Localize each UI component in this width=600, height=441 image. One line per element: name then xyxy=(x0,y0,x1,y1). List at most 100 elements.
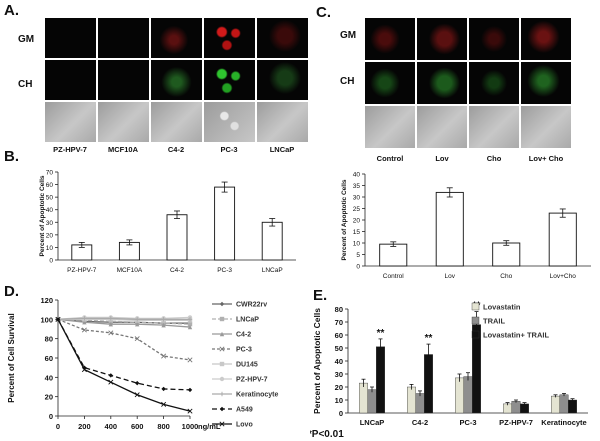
y-tick-label: 40 xyxy=(45,373,53,382)
y-axis-title: Percent of Apoptotic Cells xyxy=(39,175,46,256)
panel-a-dic-mcf10a xyxy=(97,101,150,143)
y-tick-label: 60 xyxy=(335,331,343,340)
y-tick-label: 35 xyxy=(353,183,361,190)
panel-c-dic-cho xyxy=(468,105,520,149)
x-axis-unit: ng/mL xyxy=(198,422,221,431)
panel-d-letter: D. xyxy=(4,283,19,300)
y-axis-title: Percent of Apoptotic Cells xyxy=(312,308,322,414)
panel-a-ch-c4-2 xyxy=(150,59,203,101)
bar-control xyxy=(379,243,408,267)
legend-marker-pz-hpv-7 xyxy=(219,376,225,382)
bar-lovastatin-pc-3 xyxy=(455,377,464,414)
bar-pc-3 xyxy=(214,186,236,261)
point-lovo xyxy=(108,379,114,385)
panel-c-gm-lov-cho xyxy=(520,17,572,61)
point-c4-2 xyxy=(187,324,193,330)
bar-lovastatin-lncap xyxy=(359,382,368,414)
y-tick-label: 30 xyxy=(46,220,54,227)
x-tick-label: 200 xyxy=(78,422,91,431)
panel-c-dic-control xyxy=(364,105,416,149)
x-tick-label-lncap: LNCaP xyxy=(360,418,385,427)
series-line-lncap xyxy=(57,318,191,325)
y-tick-label: 60 xyxy=(45,354,53,363)
y-tick-label: 15 xyxy=(353,229,361,236)
panel-a-gm-pz-hpv-7 xyxy=(44,17,97,59)
legend-label-trail: TRAIL xyxy=(483,317,505,326)
panel-c-gm-cho xyxy=(468,17,520,61)
panel-c-dic-lov-cho xyxy=(520,105,572,149)
panel-c-col-control: Control xyxy=(376,154,404,163)
y-tick-label: 80 xyxy=(45,335,53,344)
x-tick-label: 400 xyxy=(105,422,118,431)
x-tick-label-pz-hpv-7: PZ-HPV-7 xyxy=(499,418,533,427)
legend-label-lovastatin: Lovastatin xyxy=(483,303,521,312)
legend-label-keratinocyte: Keratinocyte xyxy=(236,392,279,399)
bar-lovastatin-c4-2 xyxy=(407,386,416,414)
point-pc-3 xyxy=(187,357,193,363)
point-a549 xyxy=(108,373,113,378)
point-lovo xyxy=(55,316,61,322)
legend-marker-a549 xyxy=(219,406,225,412)
bar-trail-keratinocyte xyxy=(559,394,569,414)
y-tick-label: 70 xyxy=(46,170,54,177)
x-tick-label: 1000 xyxy=(182,422,199,431)
y-tick-label: 30 xyxy=(353,195,361,202)
point-c4-2 xyxy=(82,320,87,325)
panel-a-ch-lncap xyxy=(256,59,309,101)
point-lovo xyxy=(187,408,193,414)
y-axis-title: Percent of Apoptotic Cells xyxy=(341,179,348,260)
bar-cho xyxy=(492,242,521,267)
y-tick-label: 0 xyxy=(49,258,53,265)
legend-label-a549: A549 xyxy=(236,407,253,414)
point-a549 xyxy=(187,387,193,393)
panel-c-letter: C. xyxy=(316,4,331,21)
panel-a-row-ch: CH xyxy=(18,79,33,90)
point-c4-2 xyxy=(161,322,166,328)
point-c4-2 xyxy=(108,321,113,327)
panel-d-line-chart: 0 20 40 60 80 100 120 0 200 400 600 800 1000 ng/mL Per… xyxy=(7,296,279,431)
panel-a-dic-pz-hpv-7 xyxy=(44,101,97,143)
y-tick-label: 40 xyxy=(335,357,343,366)
point-c4-2 xyxy=(135,321,140,327)
bar-trail-pz-hpv-7 xyxy=(511,401,521,414)
point-pc-3 xyxy=(108,330,114,336)
point-a549 xyxy=(161,386,166,392)
y-tick-label: 40 xyxy=(353,172,361,179)
legend-swatch-lovastatin xyxy=(471,302,480,311)
x-tick-label-cho: Cho xyxy=(500,273,512,280)
y-tick-label: 0 xyxy=(356,264,360,271)
legend-marker-lncap xyxy=(219,316,225,322)
bar-lov-cho xyxy=(548,212,577,267)
legend-label-pc-3: PC-3 xyxy=(236,347,252,354)
legend-swatch-lovastatin-trail xyxy=(471,330,480,339)
panel-a-dic-lncap xyxy=(256,101,309,143)
series-line-a549 xyxy=(57,319,191,391)
legend-marker-c4-2 xyxy=(219,331,225,337)
x-tick-label-lncap: LNCaP xyxy=(262,267,283,274)
panel-a-gm-lncap xyxy=(256,17,309,59)
bar-trail-lncap xyxy=(367,389,377,414)
y-tick-label: 50 xyxy=(335,344,343,353)
legend-marker-du145 xyxy=(219,361,225,367)
panel-a-gm-pc-3 xyxy=(203,17,256,59)
panel-c-ch-cho xyxy=(468,61,520,105)
y-tick-label: 100 xyxy=(40,315,53,324)
x-tick-label-pc-3: PC-3 xyxy=(459,418,476,427)
y-tick-label: 10 xyxy=(335,396,343,405)
legend-marker-pc-3 xyxy=(219,346,225,352)
bar-trail-pc-3 xyxy=(463,376,473,414)
series-line-du145 xyxy=(58,318,190,321)
panel-a-ch-pc-3 xyxy=(203,59,256,101)
y-tick-label: 25 xyxy=(353,206,361,213)
y-tick-label: 50 xyxy=(46,195,54,202)
bar-lovastatin-trail-pz-hpv-7 xyxy=(520,403,529,414)
significance-mark-c4-2: ** xyxy=(425,333,433,344)
panel-a-col-mcf10a: MCF10A xyxy=(107,145,138,154)
point-pc-3 xyxy=(81,327,87,333)
bar-lovastatin-trail-lncap xyxy=(376,346,385,414)
panel-c-ch-control xyxy=(364,61,416,105)
panel-a-ch-pz-hpv-7 xyxy=(44,59,97,101)
panel-c-col-cho: Cho xyxy=(486,154,502,163)
y-tick-label: 20 xyxy=(46,232,54,239)
